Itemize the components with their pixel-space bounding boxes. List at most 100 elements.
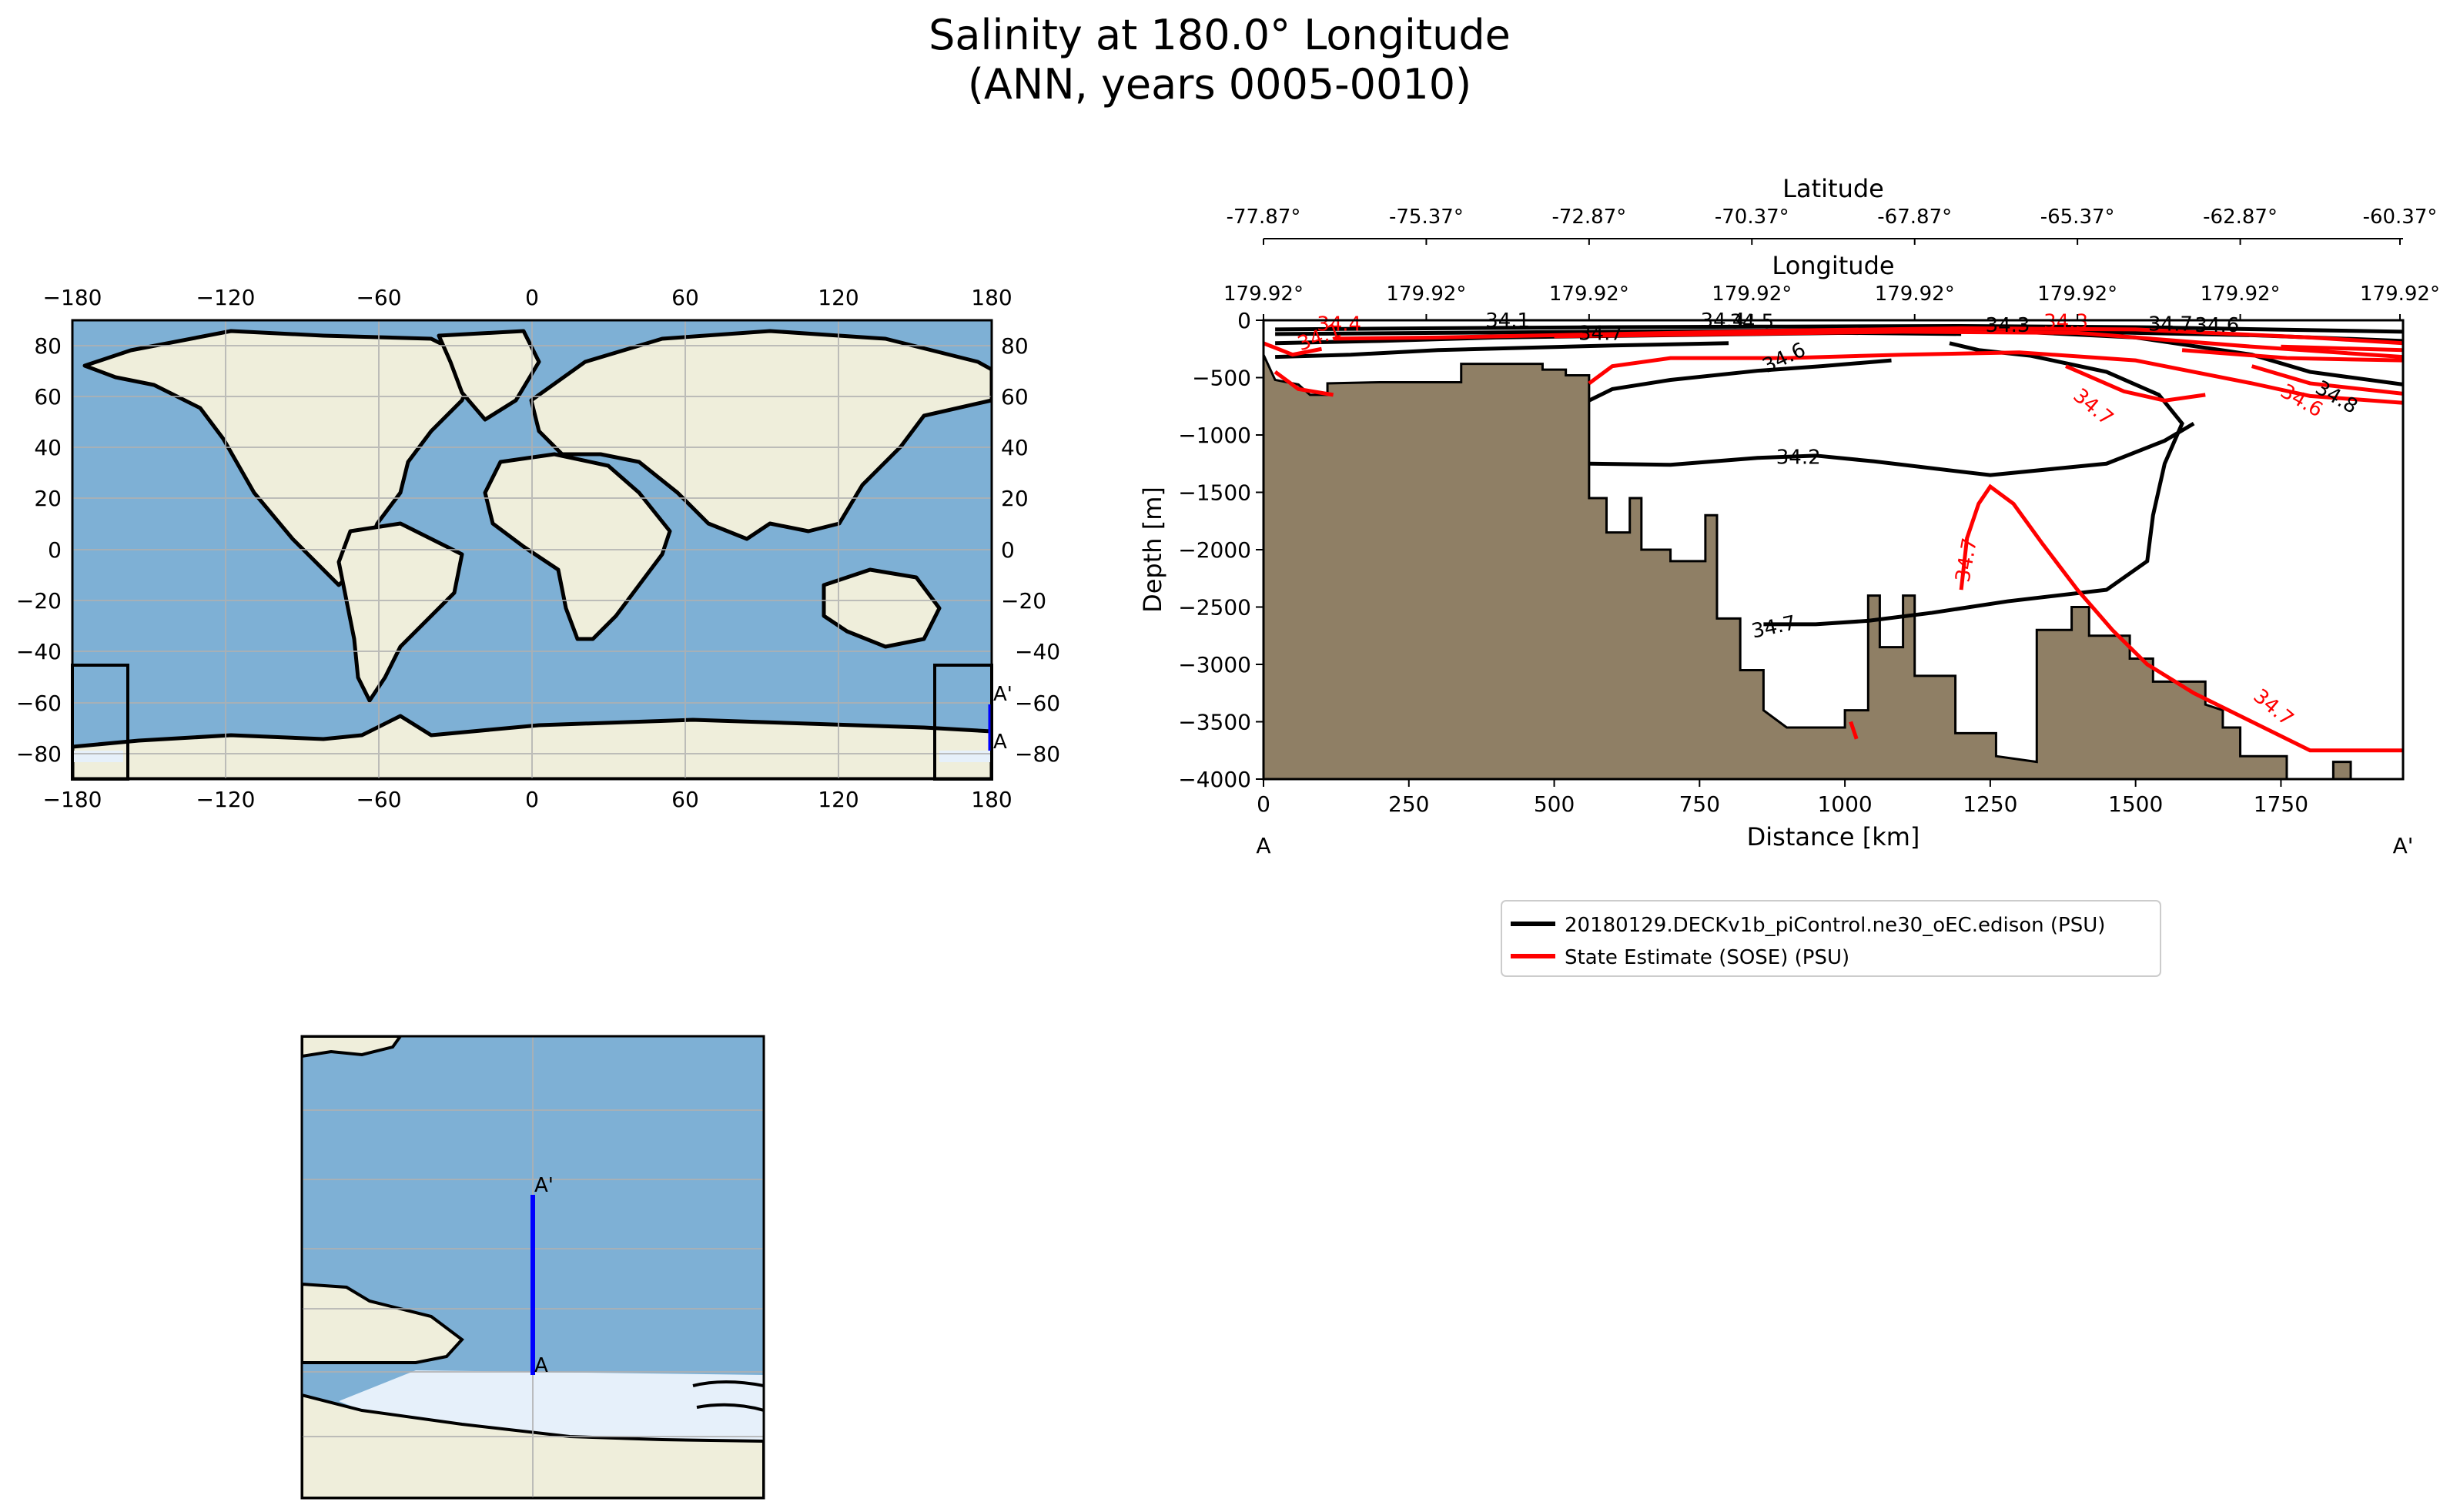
- inset-map-frame: [300, 1035, 765, 1500]
- lat-tick-right: 80: [1001, 333, 1029, 359]
- model-contour-label: 34.3: [1986, 314, 2030, 337]
- lat-tick-right: 40: [1001, 435, 1029, 460]
- model-contour-label: 34.6: [2194, 314, 2239, 337]
- lat-tick-right: −20: [1001, 588, 1046, 614]
- lat-tick-left: 80: [34, 333, 62, 359]
- lon-tick-bottom: 180: [971, 787, 1012, 812]
- lat-tick-label: -75.37°: [1389, 206, 1464, 229]
- x-tick-label: 0: [1257, 791, 1270, 817]
- world-map-gridlines: [72, 320, 992, 779]
- inset-map-land-west: [302, 1282, 464, 1364]
- x-tick-label: 1000: [1817, 791, 1872, 817]
- world-map-endpoint-end: A': [993, 683, 1012, 706]
- section-endpoint-start: A: [1256, 833, 1270, 858]
- inset-map: A' A: [300, 1035, 765, 1500]
- inset-map-endpoint-end: A': [534, 1174, 554, 1197]
- figure-title-line2: (ANN, years 0005-0010): [968, 60, 1471, 109]
- top-axis-longitude-label: Longitude: [1772, 251, 1894, 280]
- lat-tick-left: 0: [48, 537, 62, 563]
- lat-tick-left: −40: [16, 639, 62, 664]
- legend-box: [1501, 900, 2161, 977]
- obs-contour-label: 34.3: [2043, 310, 2088, 333]
- world-map-left-lat-ticks: 80 60 40 20 0 −20 −40 −60 −80: [16, 333, 62, 767]
- obs-contour-line: [1274, 370, 1334, 397]
- lat-tick-left: 60: [34, 384, 62, 410]
- world-map-top-lon-ticks: −180 −120 −60 0 60 120 180: [43, 285, 1012, 310]
- lon-tick-bottom: 60: [671, 787, 699, 812]
- inset-map-ice-shelf: [339, 1370, 764, 1441]
- model-contour-line: [1588, 358, 1892, 403]
- inset-map-endpoint-start: A: [534, 1354, 548, 1377]
- model-contour-label: 34.5: [1729, 310, 1774, 333]
- model-contour-line: [1275, 341, 1729, 360]
- obs-contour-line: [1849, 721, 1859, 740]
- greenland: [437, 329, 541, 422]
- section-y-label: Depth [m]: [1138, 487, 1167, 613]
- obs-contours: [1264, 326, 2403, 753]
- bathymetry-fill: [1264, 354, 2403, 779]
- legend-label-obs: State Estimate (SOSE) (PSU): [1565, 946, 1849, 969]
- lon-tick-bottom: 0: [525, 787, 539, 812]
- model-contour-label: 34.7: [2148, 313, 2193, 336]
- lon-tick-top: −120: [196, 285, 256, 310]
- section-endpoint-end: A': [2393, 833, 2414, 858]
- lon-tick-label: 179.92°: [1223, 283, 1304, 306]
- y-tick-label: −3500: [1178, 710, 1251, 735]
- lon-tick-label: 179.92°: [2037, 283, 2117, 306]
- lon-tick-bottom: −60: [356, 787, 401, 812]
- lon-tick-top: 0: [525, 285, 539, 310]
- y-tick-label: −2000: [1178, 537, 1251, 563]
- lat-tick-left: 40: [34, 435, 62, 460]
- eurasia: [529, 329, 992, 541]
- lat-tick-left: −80: [16, 741, 62, 767]
- figure-title-line1: Salinity at 180.0° Longitude: [929, 11, 1511, 59]
- x-tick-label: 250: [1388, 791, 1429, 817]
- y-tick-label: −1000: [1178, 423, 1251, 448]
- x-tick-label: 1750: [2254, 791, 2308, 817]
- lon-tick-top: 120: [818, 285, 859, 310]
- inset-map-land-top: [302, 1036, 403, 1059]
- section-x-ticks: 0 250 500 750 1000 1250 1500 1750: [1257, 779, 2308, 817]
- x-tick-label: 1500: [2108, 791, 2163, 817]
- world-map-endpoint-start: A: [993, 731, 1007, 754]
- model-contour-line: [1588, 421, 2195, 477]
- obs-contour-line: [1264, 341, 1322, 357]
- model-contour-label: 34.7: [1578, 322, 1623, 345]
- lat-tick-right: 20: [1001, 486, 1029, 511]
- x-tick-label: 750: [1679, 791, 1720, 817]
- top-axis-latitude-ticks: -77.87° -75.37° -72.87° -70.37° -67.87° -65.3…: [1227, 206, 2438, 245]
- obs-contour-line: [1333, 326, 2403, 346]
- lat-tick-label: -60.37°: [2363, 206, 2438, 229]
- obs-contour-line: [2251, 364, 2403, 396]
- australia: [822, 567, 942, 649]
- y-tick-label: 0: [1237, 308, 1251, 333]
- lon-tick-label: 179.92°: [1386, 283, 1466, 306]
- inset-map-ice-edge: [692, 1380, 764, 1412]
- lat-tick-label: -62.87°: [2203, 206, 2278, 229]
- top-axis-latitude-label: Latitude: [1782, 174, 1884, 203]
- model-contour-line: [1275, 323, 2403, 334]
- lat-tick-right: −80: [1015, 741, 1060, 767]
- lon-tick-label: 179.92°: [2360, 283, 2440, 306]
- world-map: A' A −180 −120 −60 0 60 120 180 −180 −12…: [16, 285, 1060, 812]
- lon-tick-bottom: −180: [43, 787, 102, 812]
- top-axis-longitude-ticks: 179.92° 179.92° 179.92° 179.92° 179.92° 179.9…: [1223, 283, 2440, 320]
- obs-contour-line: [1959, 483, 2403, 753]
- lat-tick-label: -70.37°: [1715, 206, 1789, 229]
- y-tick-label: −500: [1192, 366, 1251, 391]
- inset-map-gridlines: [302, 1036, 764, 1498]
- section-x-label: Distance [km]: [1747, 822, 1920, 851]
- lat-tick-label: -65.37°: [2040, 206, 2115, 229]
- world-map-right-lat-ticks: 80 60 40 20 0 −20 −40 −60 −80: [1001, 333, 1060, 767]
- obs-contour-line: [2065, 364, 2206, 403]
- lat-tick-right: −60: [1015, 691, 1060, 716]
- obs-contour-line: [2181, 348, 2403, 363]
- section-plot: 34.134.734.434.534.634.234.3 34.734.834.6…: [1138, 174, 2440, 858]
- section-y-ticks: 0 −500 −1000 −1500 −2000 −2500 −3000 −3500 −4000: [1178, 308, 1264, 792]
- lon-tick-bottom: −120: [196, 787, 256, 812]
- lon-tick-top: 180: [971, 285, 1012, 310]
- lat-tick-right: −40: [1015, 639, 1060, 664]
- legend: 20180129.DECKv1b_piControl.ne30_oEC.edis…: [1501, 900, 2161, 977]
- obs-contour-line: [2281, 344, 2403, 353]
